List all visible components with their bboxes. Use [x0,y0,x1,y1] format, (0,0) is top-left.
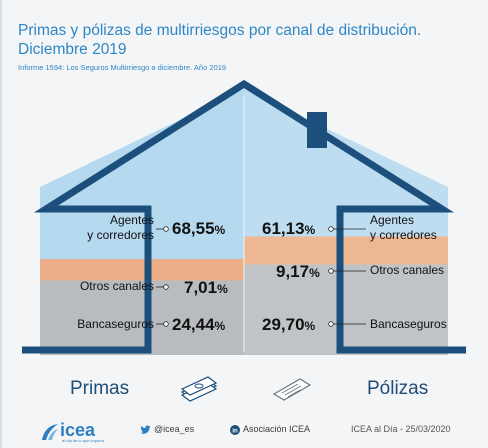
icea-logo-tagline: al día de lo que importa [62,438,104,443]
icea-logo: icea [60,420,96,440]
category-polizas: Pólizas [367,378,429,399]
pct-banca-right: 29,70% [262,315,316,334]
pct-agentes-left: 68,55% [172,219,226,238]
footer-date: ICEA al Día - 25/03/2020 [351,424,451,434]
primas-stack [40,259,244,355]
left-border [0,0,2,448]
twitter-handle[interactable]: @icea_es [154,424,195,434]
pct-otros-left: 7,01% [184,278,228,297]
twitter-icon [140,425,151,434]
label-agentes-left-line1: Agentes [109,213,154,227]
chimney [307,112,327,148]
linkedin-icon: in [230,425,240,435]
policy-document-icon [272,378,312,401]
chart-subtitle: Informe 1594: Los Seguros Multirriesgo a… [18,63,227,72]
label-banca-left: Bancaseguros [77,317,154,331]
label-agentes-right-line2: y corredores [370,228,437,242]
label-agentes-left-line2: y corredores [87,228,154,242]
label-otros-right: Otros canales [370,263,445,277]
banknotes-icon [180,376,218,402]
linkedin-name[interactable]: Asociación ICEA [243,424,311,434]
pct-banca-left: 24,44% [172,315,226,334]
pct-agentes-right: 61,13% [262,219,316,238]
chart-title: Primas y pólizas de multirriesgos por ca… [18,22,422,58]
label-otros-left: Otros canales [79,279,154,293]
pct-otros-right: 9,17% [276,262,320,281]
label-agentes-right: Agentes y corredores [370,213,437,243]
label-banca-right: Bancaseguros [370,317,447,331]
label-agentes-right-line1: Agentes [370,213,415,227]
bar-otros-primas [40,259,244,281]
icea-logo-icon [42,424,58,440]
category-primas: Primas [70,378,130,399]
bar-bancaseguros-polizas [244,264,448,355]
right-shade [244,89,448,355]
label-agentes-left: Agentes y corredores [78,213,154,243]
bar-bancaseguros-primas [40,280,244,355]
polizas-stack [244,236,448,355]
house-outline [22,79,466,354]
svg-text:in: in [232,428,238,434]
bar-otros-polizas [244,236,448,265]
